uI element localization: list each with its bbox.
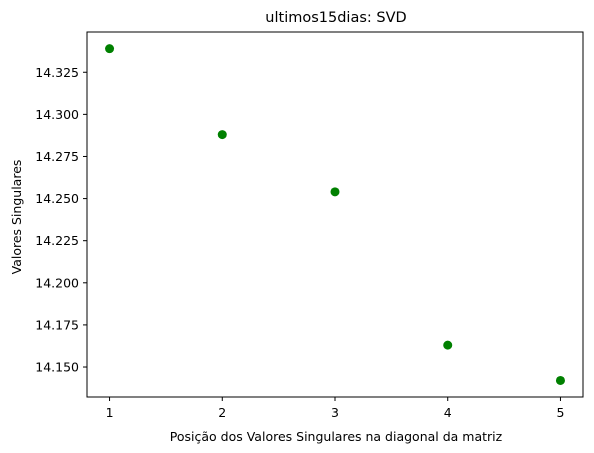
y-tick-label: 14.250 [35, 191, 79, 206]
data-point [330, 187, 340, 197]
x-tick-label: 1 [106, 405, 114, 420]
y-tick-label: 14.175 [35, 317, 79, 332]
data-point [443, 340, 453, 350]
data-points [105, 44, 565, 385]
chart-title: ultimos15dias: SVD [265, 10, 406, 26]
plot-frame [86, 31, 584, 398]
x-tick-label: 5 [556, 405, 564, 420]
plot-area: 1 2 3 4 5 14.150 14.175 14.200 14.225 14.250 14.2… [35, 31, 584, 420]
x-axis-ticks: 1 2 3 4 5 [106, 397, 564, 420]
y-axis-label: Valores Singulares [9, 160, 24, 275]
x-tick-label: 4 [444, 405, 452, 420]
x-axis-label: Posição dos Valores Singulares na diagon… [170, 429, 503, 444]
y-tick-label: 14.150 [35, 360, 79, 375]
data-point [555, 375, 565, 385]
x-tick-label: 3 [331, 405, 339, 420]
y-tick-label: 14.275 [35, 149, 79, 164]
y-tick-label: 14.300 [35, 107, 79, 122]
x-tick-label: 2 [218, 405, 226, 420]
y-tick-label: 14.200 [35, 275, 79, 290]
y-tick-label: 14.225 [35, 233, 79, 248]
data-point [105, 44, 115, 54]
data-point [217, 130, 227, 140]
y-tick-label: 14.325 [35, 65, 79, 80]
y-axis-ticks: 14.150 14.175 14.200 14.225 14.250 14.275 14.3… [35, 65, 87, 375]
